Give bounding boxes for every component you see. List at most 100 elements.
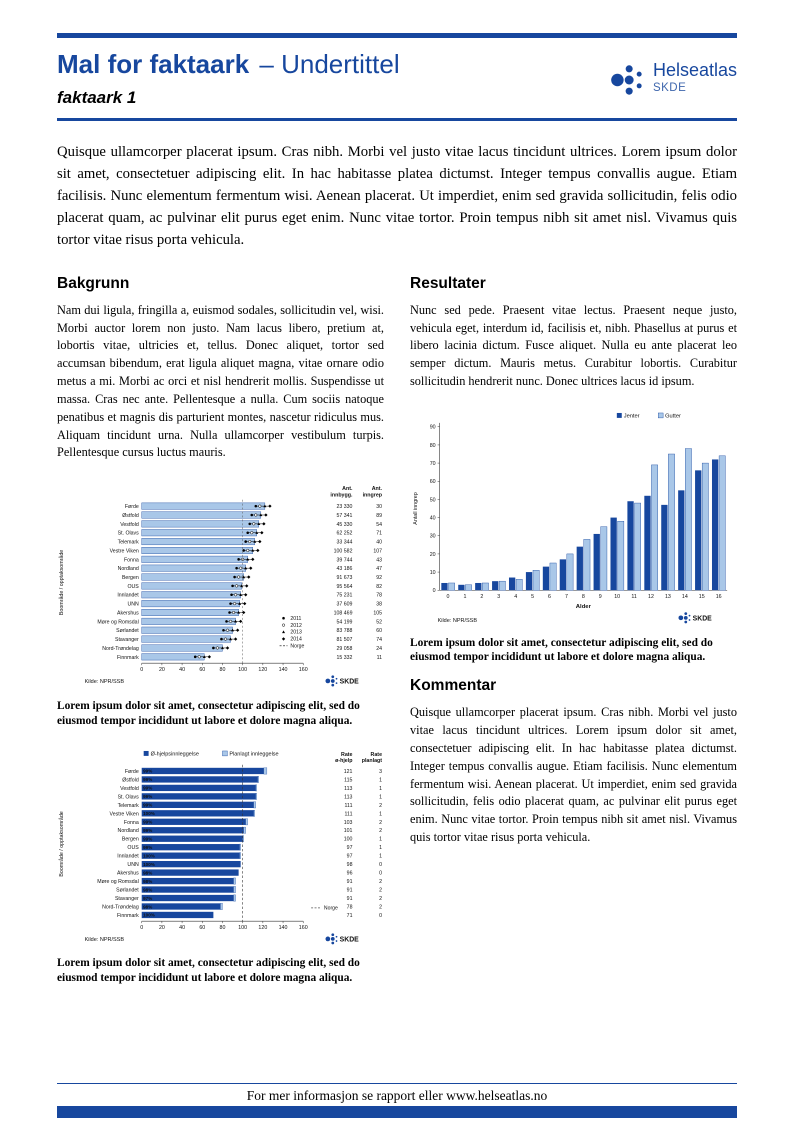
chart-text: 2 bbox=[379, 887, 382, 893]
chart-text: Østfold bbox=[122, 777, 139, 783]
chart-bar bbox=[678, 490, 685, 591]
chart-text: 113 bbox=[344, 786, 352, 792]
chart-bar bbox=[465, 584, 472, 591]
chart-bar bbox=[141, 886, 234, 893]
chart-dot bbox=[335, 682, 338, 685]
skde-logo-icon: SKDE bbox=[678, 612, 713, 624]
chart-text: SKDE bbox=[340, 936, 360, 943]
chart-text: Stavanger bbox=[115, 896, 139, 902]
chart-bar bbox=[661, 504, 668, 591]
chart-dot bbox=[230, 593, 233, 597]
chart-shape bbox=[229, 637, 233, 641]
chart-text: 0 bbox=[379, 913, 382, 919]
chart-bar bbox=[617, 520, 625, 591]
resultater-heading: Resultater bbox=[410, 274, 486, 292]
chart-shape bbox=[263, 504, 267, 508]
chart-dot bbox=[254, 505, 258, 508]
chart-bar bbox=[498, 580, 506, 591]
chart-text: 29 058 bbox=[337, 646, 353, 652]
chart-text: 60 bbox=[376, 628, 382, 634]
chart-bar bbox=[239, 843, 241, 851]
chart-text: 80 bbox=[220, 667, 226, 673]
chart-bar bbox=[532, 570, 540, 591]
chart-shape bbox=[251, 557, 255, 562]
chart-bar bbox=[141, 609, 239, 617]
chart-text: 1 bbox=[379, 811, 382, 817]
chart-text: Kilde: NPR/SSB bbox=[85, 937, 125, 943]
chart-dot bbox=[223, 637, 228, 641]
chart-text: 33 344 bbox=[337, 540, 353, 546]
kommentar-heading: Kommentar bbox=[410, 677, 497, 695]
chart-text: 10 bbox=[614, 594, 620, 600]
chart-text: 10 bbox=[430, 570, 436, 576]
chart-bar bbox=[627, 501, 634, 591]
chart-bar bbox=[475, 582, 482, 591]
chart-shape bbox=[247, 575, 251, 579]
chart-text: Telemark bbox=[118, 540, 140, 546]
chart-bar bbox=[222, 750, 228, 756]
chart-text: 98 bbox=[347, 862, 353, 868]
top-rule bbox=[57, 33, 737, 38]
right-column: Resultater Nunc sed pede. Praesent vitae… bbox=[410, 263, 737, 990]
chart-text: 100% bbox=[143, 862, 155, 867]
chart-text: 15 332 bbox=[337, 655, 353, 661]
chart-text: Førde bbox=[125, 504, 139, 510]
chart-bar bbox=[233, 877, 236, 885]
chart-text: Fonna bbox=[124, 558, 139, 564]
chart-dot bbox=[282, 617, 285, 620]
bakgrunn-text: Nam dui ligula, fringilla a, euismod sod… bbox=[57, 302, 384, 460]
chart-text: 98% bbox=[143, 870, 152, 875]
chart-text: 99% bbox=[143, 845, 152, 850]
chart-dot bbox=[229, 602, 232, 606]
chart-text: 100% bbox=[143, 853, 155, 858]
chart-text: SKDE bbox=[693, 615, 713, 622]
chart-text: Nord-Trøndelag bbox=[102, 646, 139, 652]
chart-text: 2011 bbox=[290, 616, 301, 622]
chart-dot bbox=[222, 629, 225, 632]
chart-text: 71 bbox=[376, 531, 382, 537]
chart-shape bbox=[249, 566, 253, 571]
chart-text: 105 bbox=[373, 611, 382, 617]
chart-text: 11 bbox=[377, 655, 383, 661]
chart-text: Kilde: NPR/SSB bbox=[85, 679, 125, 685]
chart-dot bbox=[331, 941, 335, 945]
chart-dot bbox=[688, 619, 691, 621]
chart-bar bbox=[644, 495, 651, 591]
chart-text: OUS bbox=[127, 845, 139, 851]
chart-text: Innlandet bbox=[117, 593, 139, 599]
chart-text: Antall inngrep bbox=[413, 492, 419, 524]
chart-bar bbox=[718, 455, 726, 591]
chart-dot bbox=[237, 575, 241, 579]
chart-text: 99% bbox=[143, 828, 152, 833]
chart-text: SKDE bbox=[340, 679, 360, 686]
chart-shape bbox=[233, 637, 238, 642]
chart-text: 99% bbox=[143, 785, 152, 790]
chart-shape bbox=[239, 593, 243, 597]
chart-admissions-by-area: Ø-hjelpsinnleggelse Planlagt innleggelse R… bbox=[58, 750, 382, 945]
chart-bar bbox=[610, 517, 617, 591]
chart-bar bbox=[141, 877, 234, 884]
chart-text: 100 bbox=[238, 667, 247, 673]
chart-text: 39 744 bbox=[337, 558, 353, 564]
chart-bar bbox=[233, 894, 236, 902]
chart-text: 40 bbox=[179, 925, 185, 931]
chart-dot bbox=[242, 549, 245, 553]
chart-shape bbox=[234, 620, 238, 623]
chart-text: 3 bbox=[497, 594, 500, 600]
chart-text: UNN bbox=[127, 602, 139, 608]
chart-bar bbox=[559, 559, 567, 591]
chart-text: 99% bbox=[143, 802, 152, 807]
chart-bar bbox=[257, 775, 259, 783]
chart-text: Sørlandet bbox=[116, 887, 139, 893]
chart-text: 81 507 bbox=[337, 637, 353, 643]
chart-bar bbox=[668, 453, 675, 591]
chart-bar bbox=[141, 538, 255, 546]
chart-text: 97 bbox=[347, 853, 353, 859]
chart-bar bbox=[634, 502, 641, 591]
page-title: Mal for faktaark – Undertittel bbox=[57, 50, 400, 79]
chart-text: 43 bbox=[376, 558, 382, 564]
chart-text: 0 bbox=[140, 667, 143, 673]
chart-text: 160 bbox=[299, 925, 308, 931]
chart-text: Vestfold bbox=[120, 786, 139, 792]
